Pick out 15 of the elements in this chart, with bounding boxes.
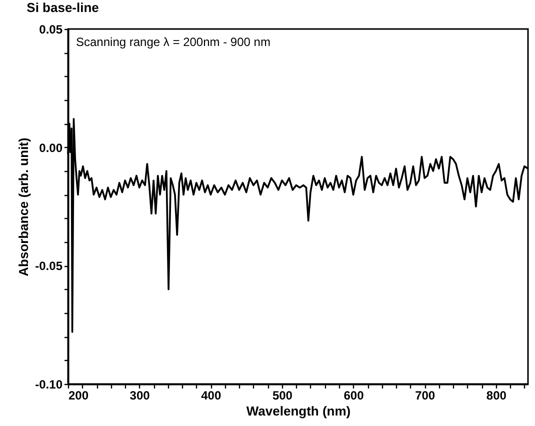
x-tick-label: 500 [272,388,293,402]
x-tick-label: 700 [415,388,436,402]
annotation: Scanning range λ = 200nm - 900 nm [76,35,270,49]
x-axis-title: Wavelength (nm) [246,404,351,418]
y-tick-label: 0.00 [39,140,63,155]
y-tick-label: -0.05 [35,259,63,274]
x-tick-label: 300 [130,388,150,402]
chart-title: Si base-line [26,0,99,15]
x-tick-label: 400 [201,388,222,402]
y-axis-title: Absorbance (arb. unit) [16,138,32,276]
x-tick-label: 600 [344,388,364,402]
x-tick-label: 200 [68,388,89,402]
x-tick-label: 800 [486,388,507,402]
y-tick-label: -0.10 [35,378,63,392]
y-tick-label: 0.05 [39,22,63,36]
